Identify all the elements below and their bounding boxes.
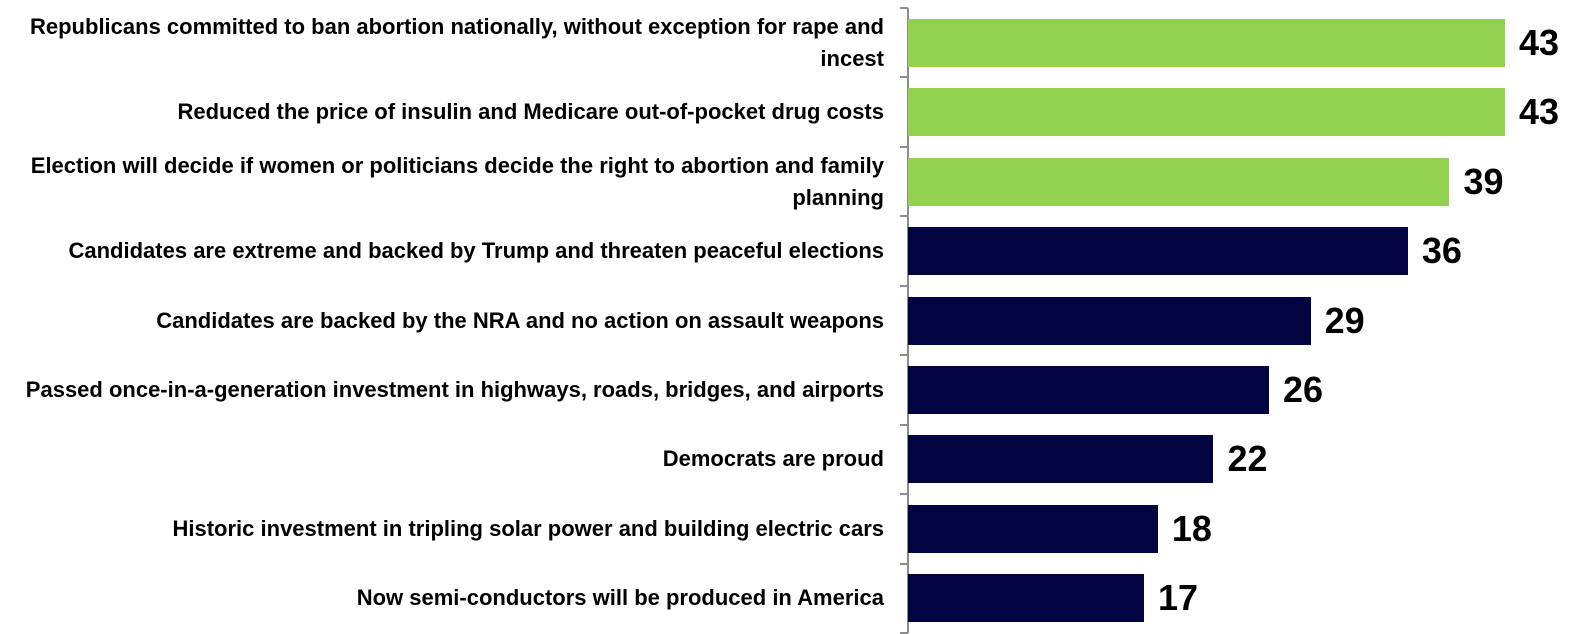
axis-tick — [900, 215, 908, 217]
value-label: 18 — [1171, 507, 1212, 549]
axis-tick — [900, 493, 908, 495]
value-label: 17 — [1158, 577, 1199, 619]
value-label: 26 — [1282, 368, 1324, 410]
category-label: Election will decide if women or politic… — [30, 152, 884, 210]
value-label: 29 — [1324, 299, 1365, 341]
category-label: Passed once-in-a-generation investment i… — [25, 376, 884, 402]
value-label: 39 — [1463, 160, 1504, 202]
bar — [908, 574, 1145, 623]
category-label: Historic investment in tripling solar po… — [172, 515, 885, 541]
category-label: Reduced the price of insulin and Medicar… — [177, 99, 884, 125]
axis-tick — [900, 76, 908, 78]
value-label: 36 — [1421, 230, 1462, 272]
axis-tick — [900, 563, 908, 565]
category-label: Candidates are extreme and backed by Tru… — [68, 238, 885, 264]
value-label: 22 — [1227, 438, 1268, 480]
bar — [908, 365, 1269, 414]
value-label: 43 — [1519, 91, 1560, 133]
bar — [908, 88, 1505, 137]
bar — [908, 435, 1214, 484]
axis-tick — [900, 7, 908, 9]
bar — [908, 504, 1158, 553]
bar — [908, 18, 1505, 67]
axis-tick — [900, 424, 908, 426]
axis-tick — [900, 146, 908, 148]
bar — [908, 157, 1450, 206]
axis-tick — [900, 285, 908, 287]
category-label: Now semi-conductors will be produced in … — [356, 585, 884, 611]
category-label: Democrats are proud — [662, 446, 884, 472]
axis-tick — [900, 354, 908, 356]
category-label: Republicans committed to ban abortion na… — [30, 13, 884, 71]
bar — [908, 296, 1311, 345]
category-label: Candidates are backed by the NRA and no … — [156, 307, 884, 333]
bar — [908, 227, 1408, 276]
value-label: 43 — [1519, 21, 1560, 63]
